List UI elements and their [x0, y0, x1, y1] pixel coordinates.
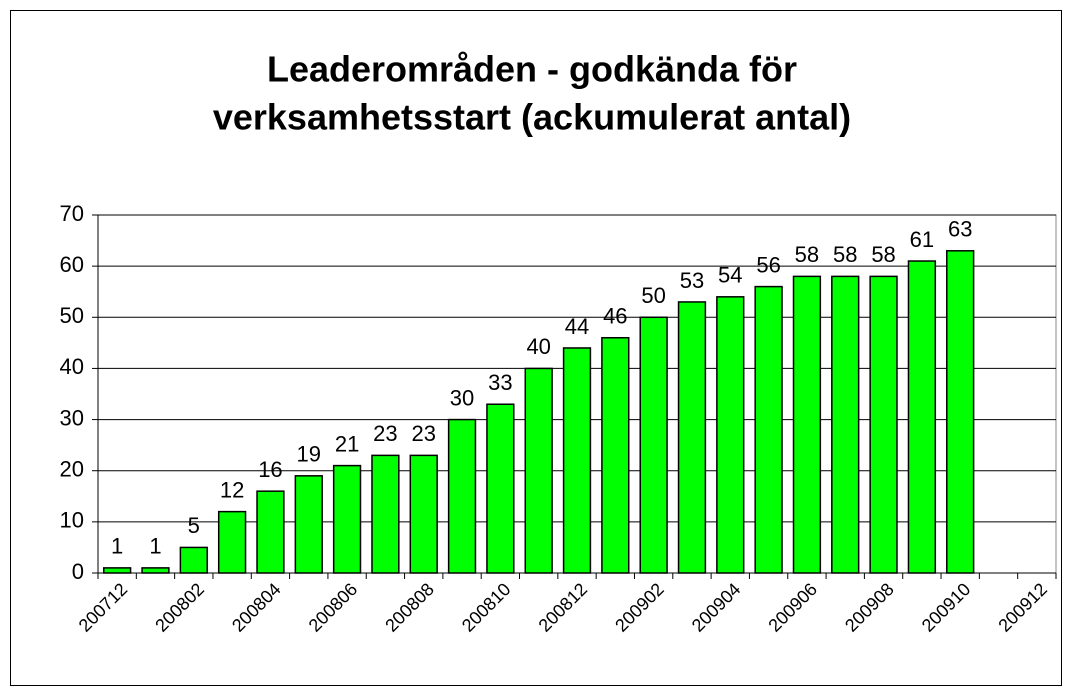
- bar: [409, 454, 438, 574]
- data-label: 12: [220, 477, 244, 502]
- bar: [869, 275, 898, 574]
- bar: [639, 316, 668, 574]
- bar: [217, 510, 247, 574]
- data-label: 58: [871, 242, 895, 267]
- bar: [447, 418, 477, 574]
- y-tick-label: 50: [60, 303, 84, 328]
- data-label: 30: [450, 385, 474, 410]
- data-label: 44: [565, 314, 589, 339]
- data-label: 19: [297, 442, 321, 467]
- bar: [601, 336, 630, 574]
- data-label: 23: [373, 421, 397, 446]
- data-label: 40: [526, 334, 550, 359]
- data-label: 63: [948, 217, 972, 242]
- bar: [486, 403, 515, 574]
- data-label: 21: [335, 431, 359, 456]
- bar: [102, 567, 132, 574]
- data-label: 53: [680, 268, 704, 293]
- y-tick-label: 0: [72, 559, 84, 584]
- y-tick-label: 30: [60, 405, 84, 430]
- bar: [831, 275, 860, 574]
- bar: [294, 475, 323, 574]
- data-label: 58: [795, 242, 819, 267]
- data-label: 1: [149, 534, 161, 559]
- bar: [256, 490, 285, 574]
- bar: [677, 301, 707, 574]
- data-label: 61: [910, 227, 934, 252]
- y-tick-label: 10: [60, 508, 84, 533]
- data-label: 5: [188, 513, 200, 538]
- bar: [562, 347, 592, 574]
- data-label: 16: [258, 457, 282, 482]
- bar: [524, 367, 553, 574]
- data-label: 1: [111, 534, 123, 559]
- bar: [754, 285, 783, 574]
- y-tick-label: 60: [60, 252, 84, 277]
- bar: [141, 567, 170, 574]
- chart-title: Leaderområden - godkända för: [267, 49, 797, 90]
- data-label: 33: [488, 370, 512, 395]
- bar: [792, 275, 822, 574]
- data-label: 23: [411, 421, 435, 446]
- bar: [907, 260, 937, 574]
- bar: [179, 546, 208, 574]
- y-tick-label: 70: [60, 201, 84, 226]
- data-label: 56: [756, 252, 780, 277]
- bar: [716, 296, 745, 574]
- data-label: 46: [603, 304, 627, 329]
- y-tick-label: 40: [60, 354, 84, 379]
- bar: [946, 250, 975, 574]
- data-label: 54: [718, 263, 742, 288]
- y-tick-label: 20: [60, 457, 84, 482]
- chart-title: verksamhetsstart (ackumulerat antal): [213, 97, 851, 138]
- bar: [332, 464, 362, 574]
- bar: [371, 454, 400, 574]
- data-label: 58: [833, 242, 857, 267]
- data-label: 50: [641, 283, 665, 308]
